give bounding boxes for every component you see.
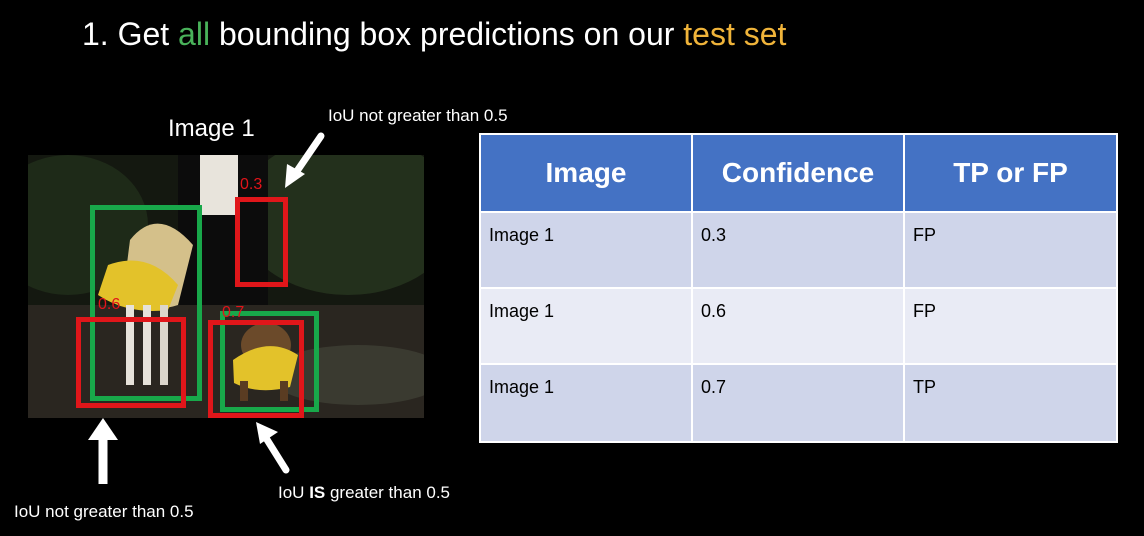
annotation-bottom-right-prefix: IoU [278, 483, 310, 502]
annotation-bottom-right: IoU IS greater than 0.5 [278, 483, 450, 503]
header-tp-or-fp: TP or FP [903, 133, 1118, 213]
prediction-box-person [235, 197, 288, 287]
cell-image: Image 1 [479, 211, 693, 289]
title-highlight-all: all [178, 16, 211, 52]
header-image: Image [479, 133, 693, 213]
cell-result: FP [903, 211, 1118, 289]
ground-truth-box-yorkie [220, 311, 319, 412]
cell-result: FP [903, 287, 1118, 365]
table-row: Image 1 0.3 FP [479, 211, 1118, 289]
cell-confidence: 0.7 [691, 363, 905, 443]
arrow-bottom-left-icon [88, 418, 118, 484]
cell-image: Image 1 [479, 287, 693, 365]
annotation-bottom-right-suffix: greater than 0.5 [325, 483, 451, 502]
confidence-label-yorkie: 0.7 [222, 304, 245, 321]
header-confidence: Confidence [691, 133, 905, 213]
table-row: Image 1 0.7 TP [479, 363, 1118, 443]
table-header-row: Image Confidence TP or FP [479, 133, 1118, 213]
slide-title: 1. Get all bounding box predictions on o… [82, 14, 786, 54]
predictions-table: Image Confidence TP or FP Image 1 0.3 FP… [479, 133, 1118, 443]
cell-result: TP [903, 363, 1118, 443]
image-label: Image 1 [168, 115, 255, 142]
prediction-box-greyhound [76, 317, 186, 408]
confidence-label-greyhound: 0.6 [98, 296, 121, 313]
title-highlight-test-set: test set [683, 16, 787, 52]
title-middle: bounding box predictions on our [210, 16, 684, 52]
cell-confidence: 0.6 [691, 287, 905, 365]
arrow-bottom-right-icon [256, 422, 290, 474]
prediction-box-yorkie [208, 320, 304, 418]
annotation-top: IoU not greater than 0.5 [328, 106, 508, 125]
annotation-bottom-right-bold: IS [309, 483, 326, 502]
annotation-bottom-left: IoU not greater than 0.5 [14, 502, 194, 521]
ground-truth-box-greyhound [90, 205, 202, 401]
cell-confidence: 0.3 [691, 211, 905, 289]
cell-image: Image 1 [479, 363, 693, 443]
confidence-label-person: 0.3 [240, 176, 263, 193]
title-prefix: 1. Get [82, 16, 179, 52]
table-row: Image 1 0.6 FP [479, 287, 1118, 365]
arrow-top-icon [285, 132, 325, 188]
